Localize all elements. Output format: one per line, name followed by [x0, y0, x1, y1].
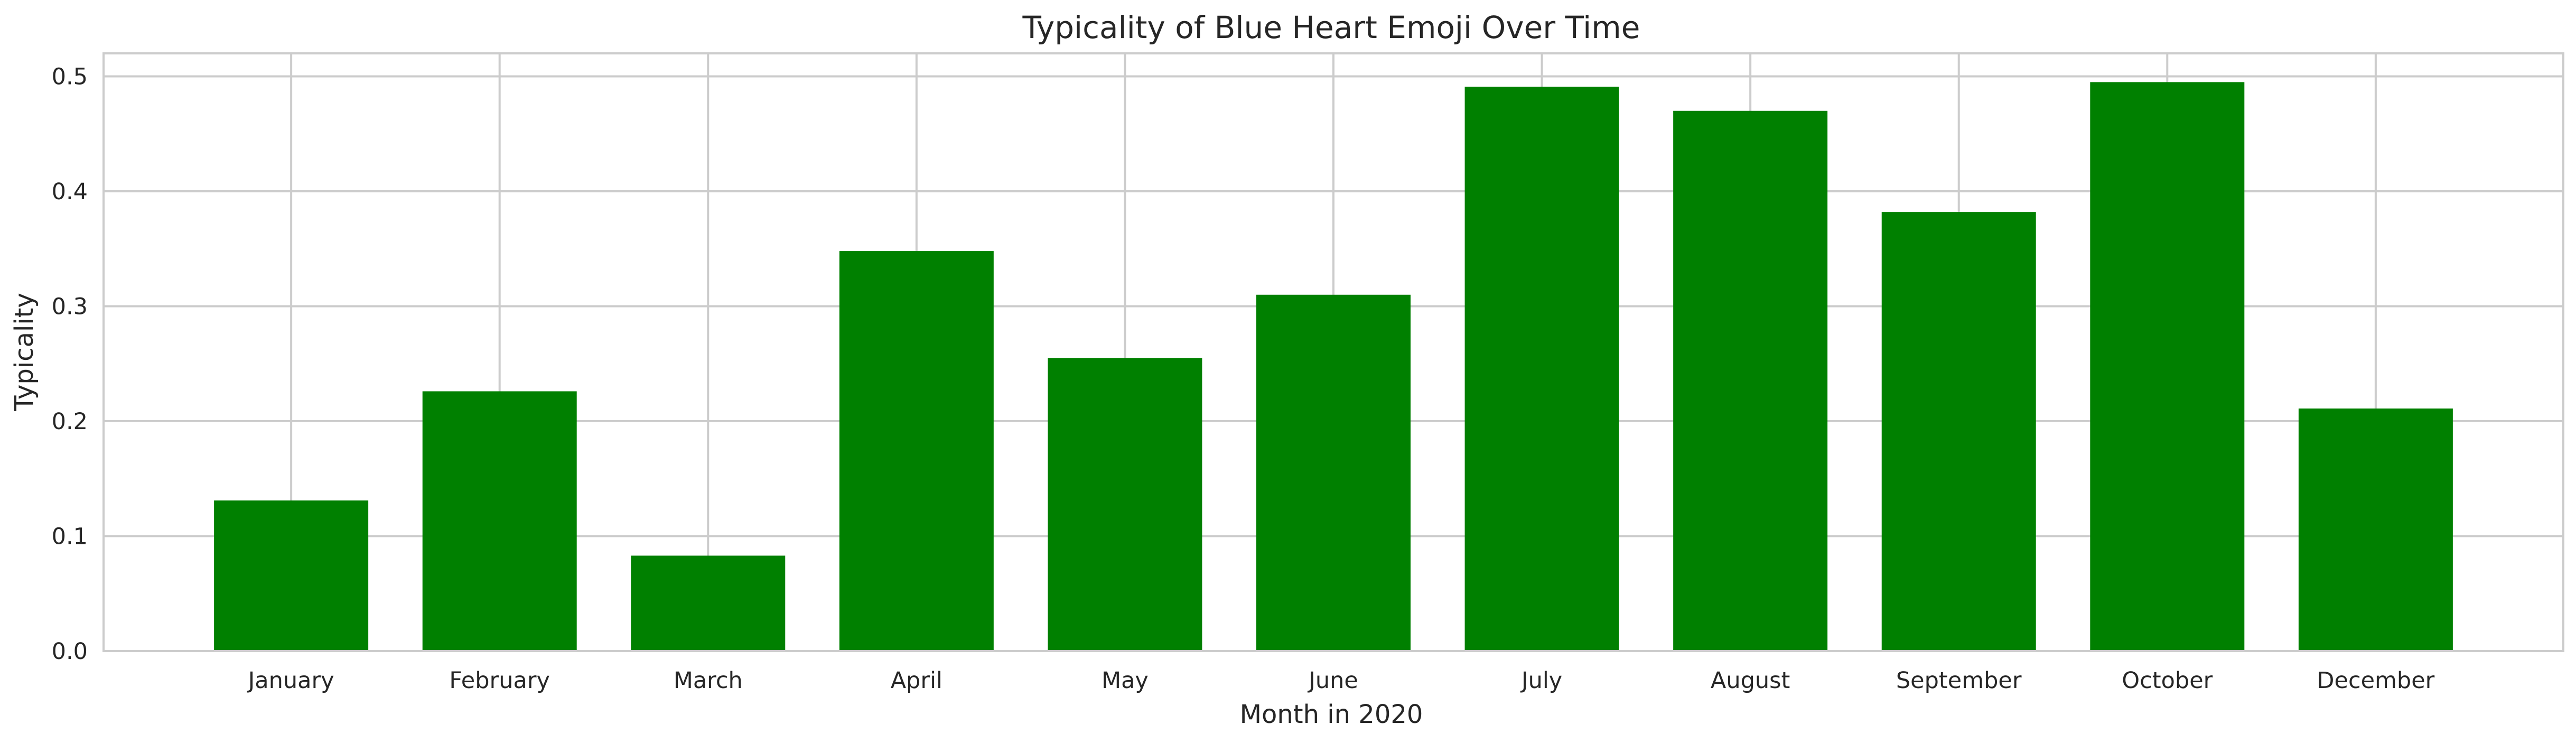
x-tick-label: March — [674, 667, 743, 694]
bar — [2090, 82, 2245, 651]
bar — [422, 391, 577, 651]
bar — [839, 251, 994, 652]
y-tick-label: 0.1 — [52, 524, 88, 550]
x-tick-label: April — [891, 667, 942, 694]
y-axis-label: Typicality — [10, 293, 39, 412]
bar — [1881, 212, 2036, 651]
bar — [631, 555, 786, 651]
y-axis-ticks: 0.0 0.1 0.2 0.3 0.4 0.5 — [52, 64, 88, 665]
y-tick-label: 0.5 — [52, 64, 88, 90]
x-tick-label: July — [1520, 667, 1562, 694]
x-tick-label: October — [2122, 667, 2213, 694]
x-tick-label: August — [1711, 667, 1790, 694]
x-tick-label: January — [247, 667, 334, 694]
chart-title: Typicality of Blue Heart Emoji Over Time — [1022, 10, 1640, 45]
x-tick-label: June — [1307, 667, 1358, 694]
bar — [1048, 358, 1202, 651]
x-axis-ticks: January February March April May June July Augu… — [247, 667, 2435, 694]
y-tick-label: 0.0 — [52, 638, 88, 665]
y-tick-label: 0.4 — [52, 179, 88, 205]
plot-area-frame — [102, 52, 2564, 652]
x-tick-label: December — [2317, 667, 2434, 694]
bar — [1673, 110, 1828, 651]
bar — [2298, 408, 2453, 651]
y-tick-label: 0.3 — [52, 294, 88, 320]
x-tick-label: February — [449, 667, 550, 694]
x-tick-label: September — [1896, 667, 2022, 694]
x-tick-label: May — [1102, 667, 1149, 694]
bar — [214, 500, 369, 651]
bars — [214, 82, 2453, 652]
bar — [1256, 294, 1411, 651]
bar — [1464, 87, 1619, 652]
x-axis-label: Month in 2020 — [1240, 700, 1423, 729]
y-tick-label: 0.2 — [52, 408, 88, 435]
